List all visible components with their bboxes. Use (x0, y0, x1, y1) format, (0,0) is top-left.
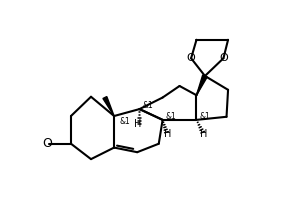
Text: O: O (187, 53, 196, 63)
Text: &1: &1 (200, 112, 210, 121)
Text: O: O (219, 53, 228, 63)
Text: H: H (164, 129, 171, 139)
Text: O: O (42, 137, 52, 150)
Polygon shape (103, 97, 114, 116)
Text: H: H (134, 119, 142, 129)
Polygon shape (196, 75, 207, 95)
Text: &1: &1 (120, 117, 130, 126)
Text: H: H (200, 129, 207, 139)
Text: &1: &1 (143, 102, 153, 111)
Text: &1: &1 (166, 112, 176, 121)
